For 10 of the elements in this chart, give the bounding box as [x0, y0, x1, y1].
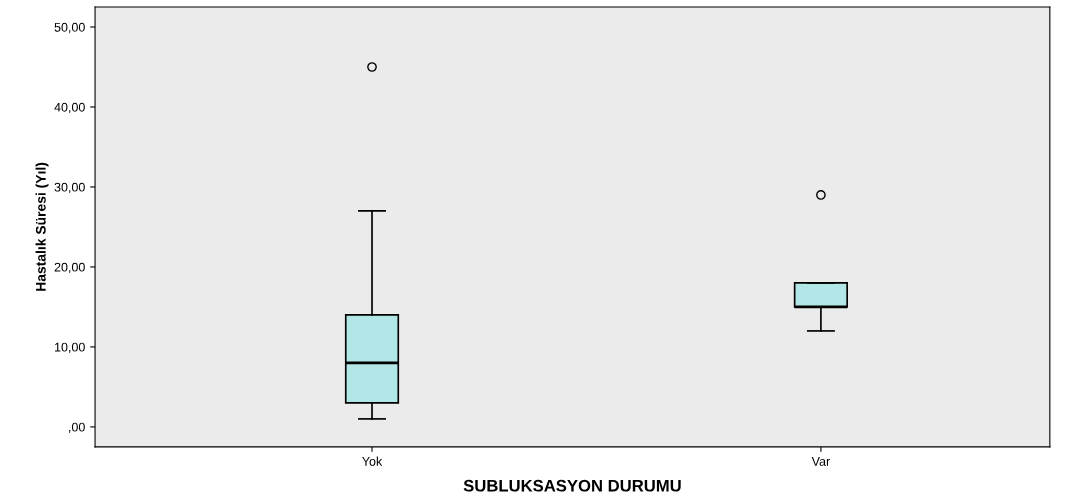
- y-tick-label: 50,00: [54, 22, 85, 34]
- x-tick-label: Var: [811, 457, 830, 466]
- y-tick-label: ,00: [69, 422, 85, 434]
- y-tick-label: 20,00: [54, 262, 85, 274]
- y-tick-label: 30,00: [54, 182, 85, 194]
- x-tick-label: Yok: [362, 456, 383, 466]
- x-axis-title: SUBLUKSASYON DURUMU: [463, 479, 681, 492]
- y-axis-title: Hastalık Süresi (Yıl): [35, 162, 49, 291]
- y-tick-label: 10,00: [55, 342, 85, 354]
- y-tick-label: 40,00: [54, 102, 85, 114]
